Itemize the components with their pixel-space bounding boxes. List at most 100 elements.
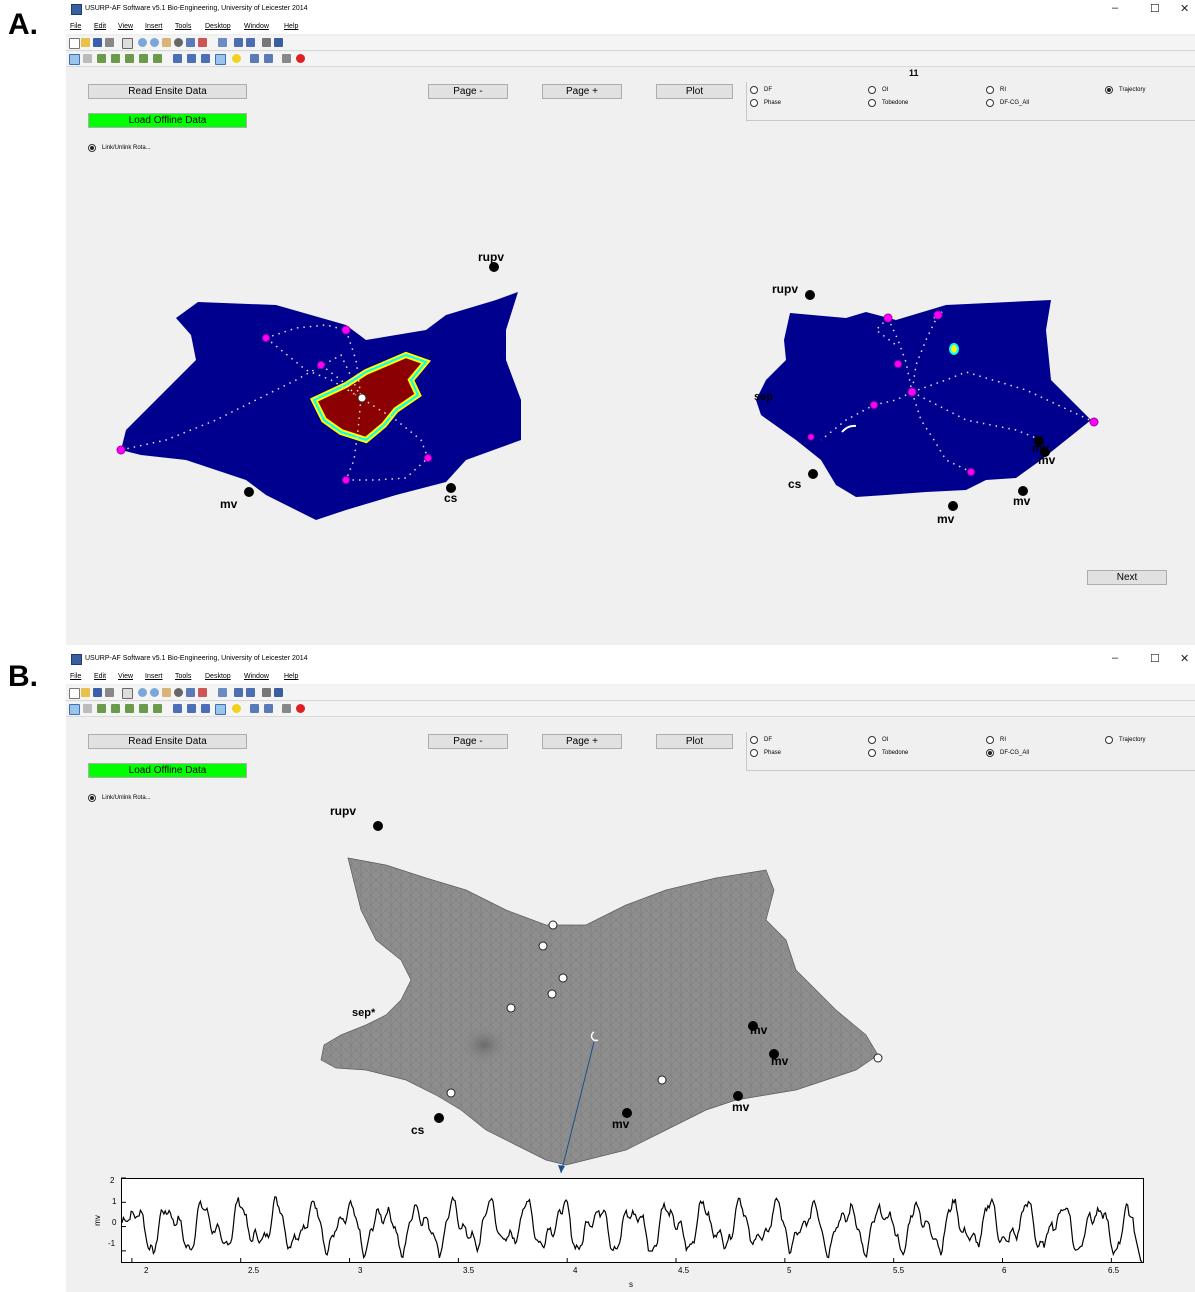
open-icon[interactable] [81, 38, 90, 47]
plot-button[interactable]: Plot [656, 734, 733, 749]
pointer-icon[interactable] [122, 688, 133, 699]
radio-df[interactable]: DF [750, 736, 772, 744]
rotate-icon[interactable] [174, 38, 183, 47]
close-icon[interactable]: ✕ [1180, 653, 1190, 665]
menu-desktop[interactable]: Desktop [205, 673, 231, 680]
tool-select-icon[interactable] [69, 54, 80, 65]
page-plus-button[interactable]: Page + [542, 734, 622, 749]
radio-tobedone[interactable]: Tobedone [868, 99, 908, 107]
right-atrial-map[interactable] [66, 0, 1195, 645]
menu-file[interactable]: File [70, 673, 82, 680]
load-offline-button[interactable]: Load Offline Data [88, 763, 247, 778]
radio-phase[interactable]: Phase [750, 99, 781, 107]
rotate-icon[interactable] [174, 688, 183, 697]
page-minus-button[interactable]: Page - [428, 734, 508, 749]
menu-window[interactable]: Window [244, 23, 269, 30]
radio-df-cg-all[interactable]: DF-CG_All [986, 749, 1029, 757]
pan-icon[interactable] [162, 38, 171, 47]
left-atrial-map[interactable] [66, 0, 1195, 645]
tool-5-icon[interactable] [125, 54, 134, 63]
radio-ri[interactable]: RI [986, 736, 1006, 744]
colorbar-icon[interactable] [234, 688, 243, 697]
new-icon[interactable] [69, 38, 80, 49]
data-cursor-icon[interactable] [186, 38, 195, 47]
tool-10-icon[interactable] [201, 54, 210, 63]
radio-phase[interactable]: Phase [750, 749, 781, 757]
tool-4-icon[interactable] [111, 704, 120, 713]
minimize-icon[interactable]: – [1112, 2, 1119, 14]
tool-7-icon[interactable] [153, 54, 162, 63]
tool-7-icon[interactable] [153, 704, 162, 713]
tool-6-icon[interactable] [139, 54, 148, 63]
radio-oi[interactable]: OI [868, 736, 888, 744]
link-plot-icon[interactable] [218, 38, 227, 47]
legend-icon[interactable] [246, 38, 255, 47]
tool-11-icon[interactable] [215, 54, 226, 65]
tool-14-icon[interactable] [264, 54, 273, 63]
menu-help[interactable]: Help [284, 23, 299, 30]
brush-icon[interactable] [198, 688, 207, 697]
link-plot-icon[interactable] [218, 688, 227, 697]
menu-insert[interactable]: Insert [145, 673, 163, 680]
menu-edit[interactable]: Edit [94, 673, 107, 680]
brush-icon[interactable] [198, 38, 207, 47]
menu-view[interactable]: View [118, 673, 134, 680]
tool-8-icon[interactable] [173, 704, 182, 713]
hide-tools-icon[interactable] [262, 38, 271, 47]
lightbulb-icon[interactable] [232, 54, 241, 63]
data-cursor-icon[interactable] [186, 688, 195, 697]
menu-tools[interactable]: Tools [175, 673, 192, 680]
pointer-icon[interactable] [122, 38, 133, 49]
tool-3-icon[interactable] [97, 54, 106, 63]
tool-14-icon[interactable] [264, 704, 273, 713]
menu-view[interactable]: View [118, 23, 134, 30]
legend-icon[interactable] [246, 688, 255, 697]
mesh-surface-view[interactable] [66, 650, 1195, 1292]
next-button[interactable]: Next [1087, 570, 1167, 585]
menu-window[interactable]: Window [244, 673, 269, 680]
read-ensite-button[interactable]: Read Ensite Data [88, 734, 247, 749]
radio-df[interactable]: DF [750, 86, 772, 94]
hide-tools-icon[interactable] [262, 688, 271, 697]
colorbar-icon[interactable] [234, 38, 243, 47]
tool-4-icon[interactable] [111, 54, 120, 63]
tool-13-icon[interactable] [250, 704, 259, 713]
tool-13-icon[interactable] [250, 54, 259, 63]
zoom-in-icon[interactable] [138, 688, 147, 697]
menu-file[interactable]: File [70, 23, 82, 30]
radio-oi[interactable]: OI [868, 86, 888, 94]
zoom-out-icon[interactable] [150, 688, 159, 697]
zoom-out-icon[interactable] [150, 38, 159, 47]
tool-2-icon[interactable] [83, 704, 92, 713]
maximize-icon[interactable]: ☐ [1150, 653, 1160, 665]
pan-icon[interactable] [162, 688, 171, 697]
new-icon[interactable] [69, 688, 80, 699]
radio-trajectory[interactable]: Trajectory [1105, 86, 1145, 94]
tool-9-icon[interactable] [187, 54, 196, 63]
tool-2-icon[interactable] [83, 54, 92, 63]
minimize-icon[interactable]: – [1112, 652, 1119, 664]
menu-help[interactable]: Help [284, 673, 299, 680]
tool-8-icon[interactable] [173, 54, 182, 63]
read-ensite-button[interactable]: Read Ensite Data [88, 84, 247, 99]
radio-ri[interactable]: RI [986, 86, 1006, 94]
print-icon[interactable] [105, 38, 114, 47]
signal-plot-area[interactable] [121, 1178, 1144, 1263]
radio-df-cg-all[interactable]: DF-CG_All [986, 99, 1029, 107]
link-unlink-radio[interactable]: Link/Unlink Rota... [88, 794, 151, 802]
open-icon[interactable] [81, 688, 90, 697]
show-tools-icon[interactable] [274, 38, 283, 47]
tool-9-icon[interactable] [187, 704, 196, 713]
tool-11-icon[interactable] [215, 704, 226, 715]
page-plus-button[interactable]: Page + [542, 84, 622, 99]
plot-button[interactable]: Plot [656, 84, 733, 99]
tool-15-icon[interactable] [282, 704, 291, 713]
page-minus-button[interactable]: Page - [428, 84, 508, 99]
stop-icon[interactable] [296, 704, 305, 713]
tool-6-icon[interactable] [139, 704, 148, 713]
tool-select-icon[interactable] [69, 704, 80, 715]
maximize-icon[interactable]: ☐ [1150, 3, 1160, 15]
lightbulb-icon[interactable] [232, 704, 241, 713]
close-icon[interactable]: ✕ [1180, 3, 1190, 15]
tool-3-icon[interactable] [97, 704, 106, 713]
